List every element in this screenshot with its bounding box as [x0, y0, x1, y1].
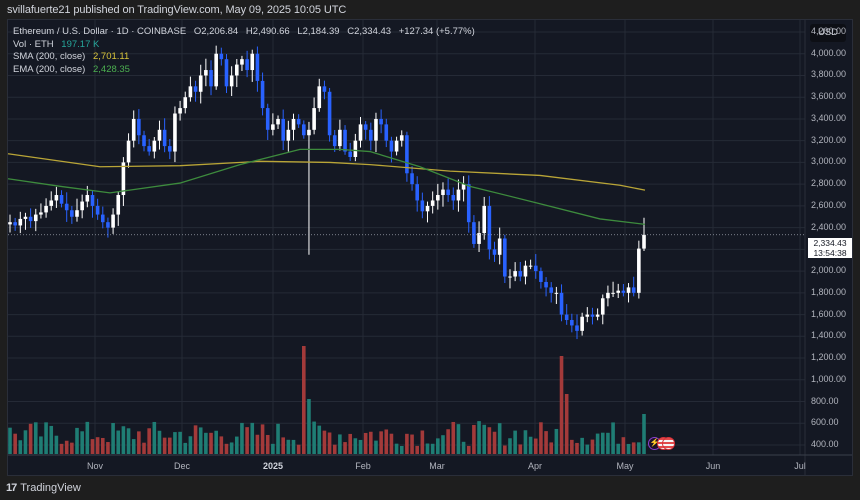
tradingview-brand[interactable]: 17 TradingView: [6, 482, 81, 494]
time-tick: Feb: [355, 461, 371, 471]
price-tick: 600.00: [811, 417, 839, 428]
currency-button[interactable]: USD: [810, 24, 846, 42]
close-value: C2,334.43: [347, 26, 392, 37]
chart-pane[interactable]: [7, 19, 853, 476]
price-tick: 3,600.00: [811, 91, 847, 102]
time-tick: Apr: [527, 461, 543, 471]
bar-countdown: 13:54:38: [813, 247, 847, 258]
price-tick: 2,600.00: [811, 199, 847, 210]
price-tick: 2,800.00: [811, 178, 847, 189]
time-tick: Jul: [794, 461, 806, 471]
price-tick: 1,200.00: [811, 352, 847, 363]
tradingview-logo-icon: 17: [6, 482, 17, 494]
price-tick: 400.00: [811, 438, 839, 449]
price-tick: 2,400.00: [811, 221, 847, 232]
price-tick: 3,200.00: [811, 134, 847, 145]
price-tick: 1,400.00: [811, 330, 847, 341]
price-tick: 3,800.00: [811, 69, 847, 80]
ema-label: EMA (200, close): [13, 63, 86, 75]
last-price: 2,334.43: [813, 238, 847, 248]
time-tick: Nov: [86, 461, 104, 471]
symbol-title: Ethereum / U.S. Dollar · 1D · COINBASE: [13, 26, 187, 37]
brand-name: TradingView: [20, 482, 81, 494]
ema-value: 2,428.35: [92, 63, 130, 75]
sma-row[interactable]: SMA (200, close) 2,701.11: [13, 51, 475, 64]
time-tick: 2025: [262, 461, 284, 471]
low-value: L2,184.39: [297, 26, 340, 37]
high-value: H2,490.66: [245, 26, 290, 37]
time-tick: May: [616, 461, 634, 471]
last-price-tag: 2,334.43 13:54:38: [808, 238, 852, 258]
sma-value: 2,701.11: [92, 51, 130, 62]
price-tick: 1,000.00: [811, 373, 847, 384]
us-flag-event-icon-2[interactable]: [662, 436, 675, 450]
event-markers[interactable]: ⚡: [648, 436, 675, 450]
price-tick: 2,000.00: [811, 265, 847, 276]
volume-value: 197.17 K: [61, 38, 100, 50]
symbol-row[interactable]: Ethereum / U.S. Dollar · 1D · COINBASE O…: [13, 26, 475, 39]
chart-legend: Ethereum / U.S. Dollar · 1D · COINBASE O…: [13, 26, 475, 76]
ema-row[interactable]: EMA (200, close) 2,428.35: [13, 64, 475, 77]
price-tick: 1,800.00: [811, 286, 847, 297]
time-tick: Mar: [429, 461, 445, 471]
price-tick: 3,400.00: [811, 112, 847, 123]
time-tick: Dec: [173, 461, 191, 471]
price-tick: 4,200.00: [811, 26, 847, 36]
volume-label: Vol · ETH: [13, 38, 54, 50]
time-tick: Jun: [705, 461, 721, 471]
volume-row[interactable]: Vol · ETH 197.17 K: [13, 39, 475, 52]
price-tick: 4,000.00: [811, 47, 847, 58]
change-value: +127.34 (+5.77%): [398, 26, 475, 37]
price-tick: 1,600.00: [811, 308, 847, 319]
sma-label: SMA (200, close): [13, 51, 86, 62]
open-value: O2,206.84: [193, 26, 239, 37]
price-tick: 3,000.00: [811, 156, 847, 167]
price-tick: 800.00: [811, 395, 839, 406]
publisher-line: svillafuerte21 published on TradingView.…: [7, 4, 347, 16]
